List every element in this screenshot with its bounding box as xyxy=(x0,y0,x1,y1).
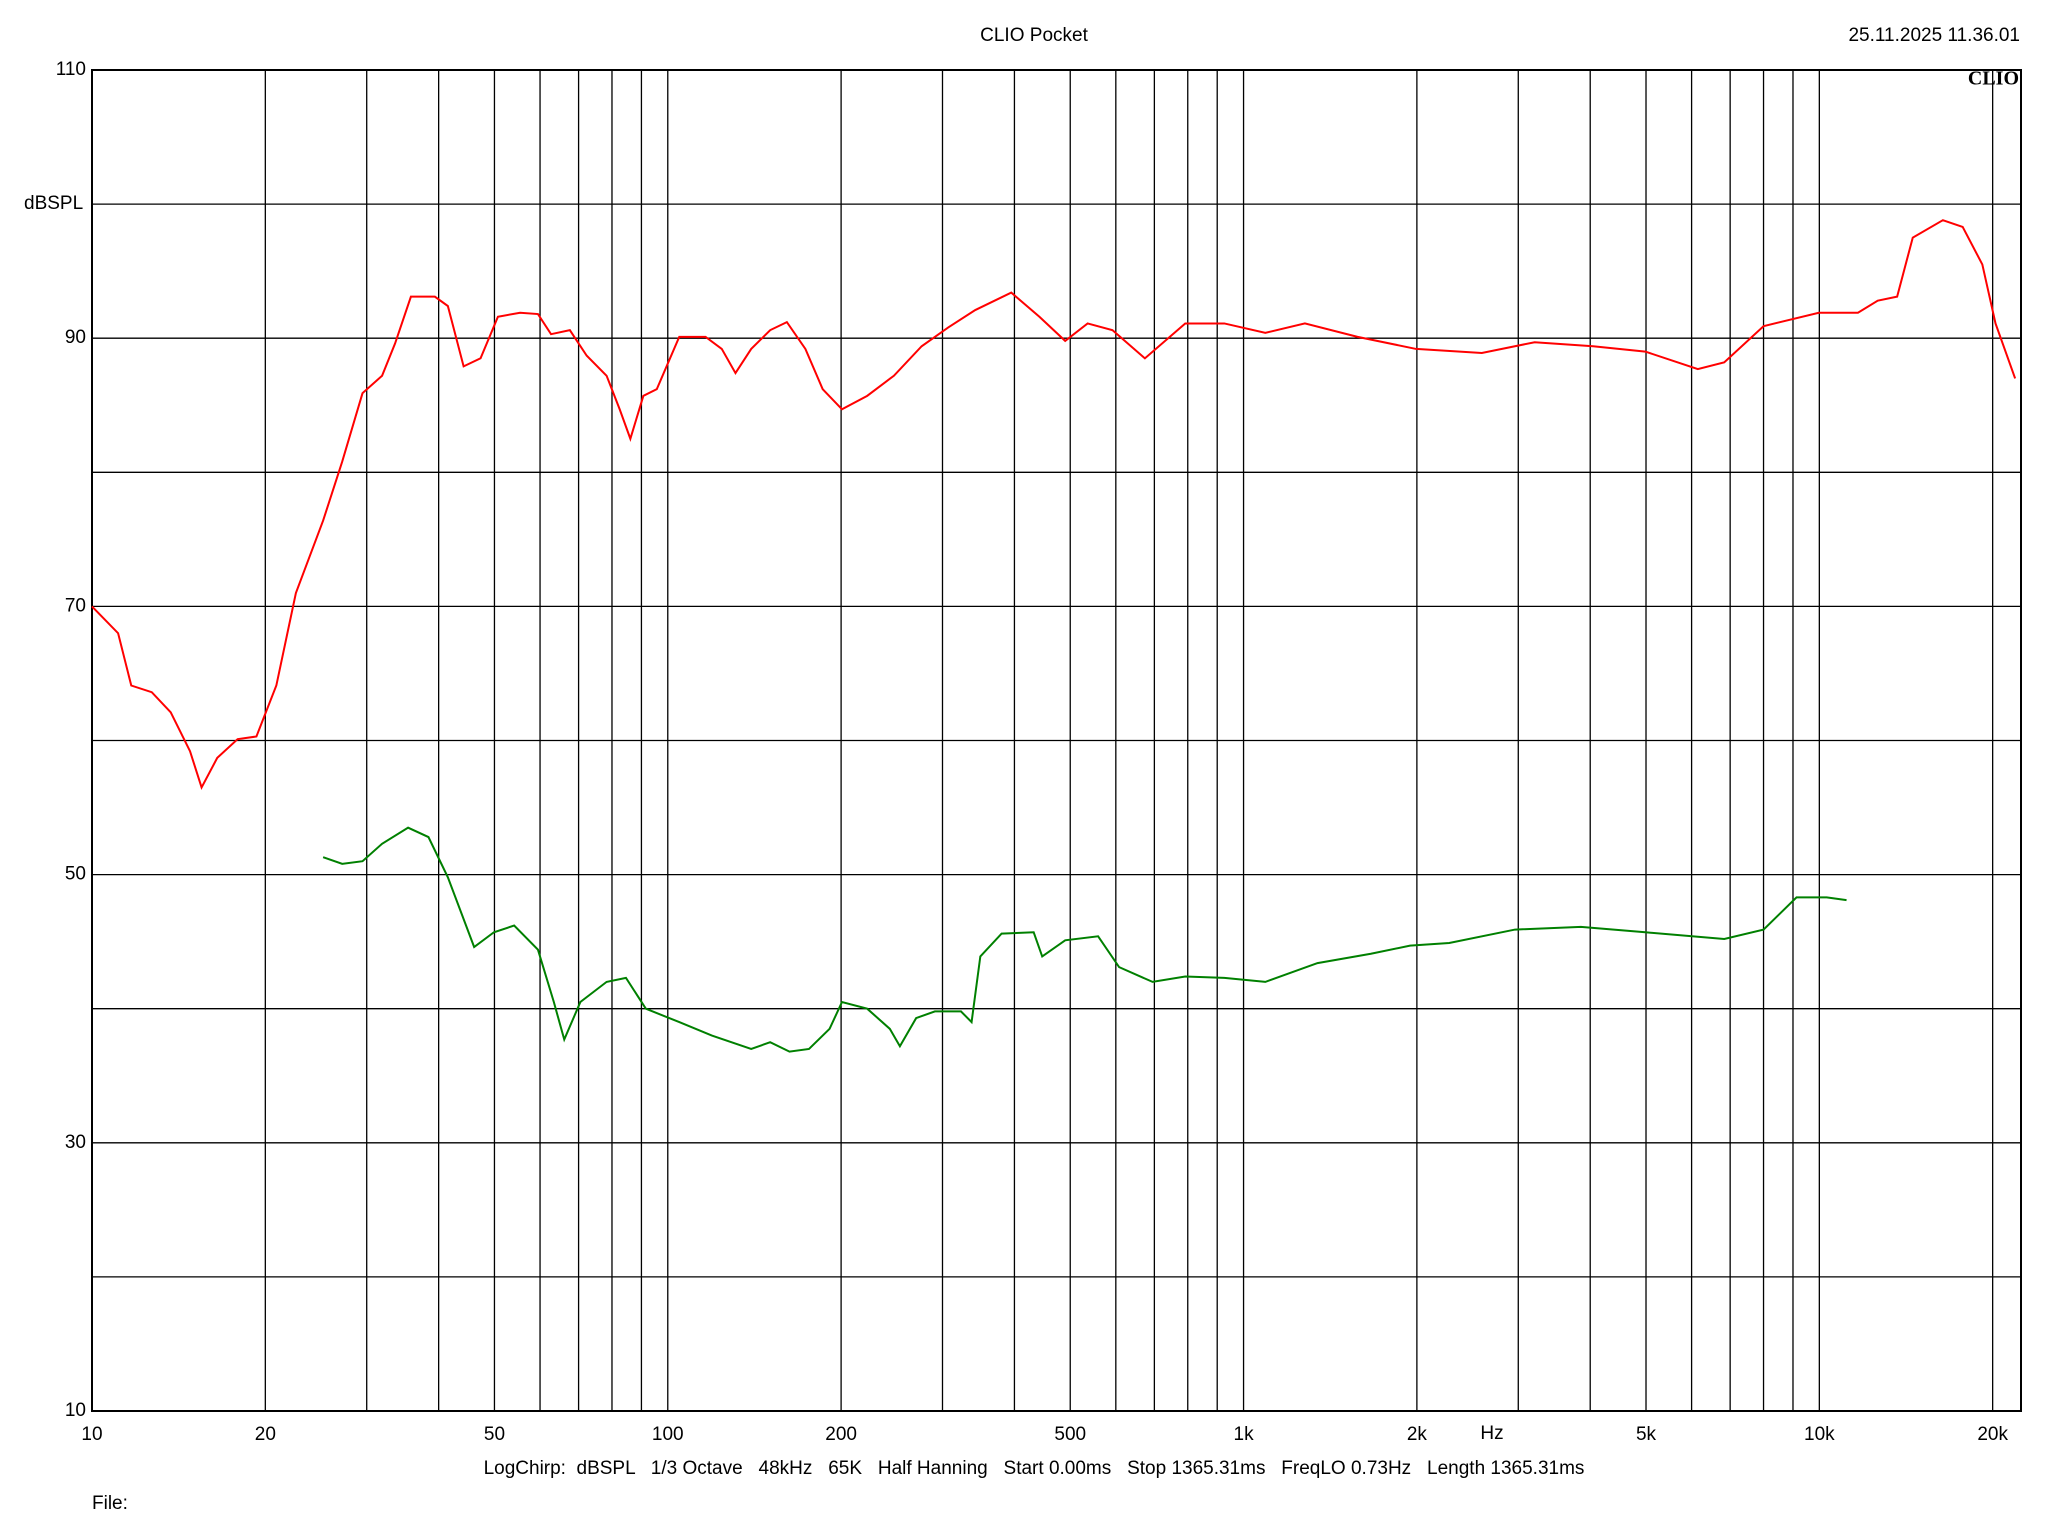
y-tick-label: 50 xyxy=(65,864,86,885)
timestamp: 25.11.2025 11.36.01 xyxy=(1848,25,2020,46)
data-line xyxy=(91,219,2017,790)
file-label: File: xyxy=(92,1493,128,1514)
x-tick-label: 1k xyxy=(1234,1424,1255,1445)
x-tick-label: 200 xyxy=(825,1424,857,1445)
y-tick-label: 110 xyxy=(56,59,86,80)
x-tick-label: 10 xyxy=(81,1424,102,1445)
logo: CLIO xyxy=(1968,68,2019,90)
plot-frame xyxy=(91,69,2022,1412)
x-tick-label: 50 xyxy=(484,1424,505,1445)
chart-title: CLIO Pocket xyxy=(980,25,1088,46)
x-tick-label: 500 xyxy=(1054,1424,1086,1445)
y-axis-label: dBSPL xyxy=(24,193,83,214)
x-tick-label: 10k xyxy=(1804,1424,1835,1445)
x-tick-label: 2k xyxy=(1407,1424,1428,1445)
x-axis-label: Hz xyxy=(1480,1423,1503,1444)
x-tick-label: 5k xyxy=(1636,1424,1657,1445)
x-tick-label: 20k xyxy=(1977,1424,2008,1445)
y-tick-label: 30 xyxy=(65,1132,86,1153)
y-tick-label: 10 xyxy=(65,1400,86,1421)
x-tick-label: 20 xyxy=(255,1424,276,1445)
settings-line: LogChirp: dBSPL 1/3 Octave 48kHz 65K Hal… xyxy=(484,1458,1585,1479)
data-line xyxy=(322,826,1847,1053)
y-tick-label: 70 xyxy=(65,595,86,616)
y-tick-label: 90 xyxy=(65,327,86,348)
x-tick-label: 100 xyxy=(652,1424,684,1445)
